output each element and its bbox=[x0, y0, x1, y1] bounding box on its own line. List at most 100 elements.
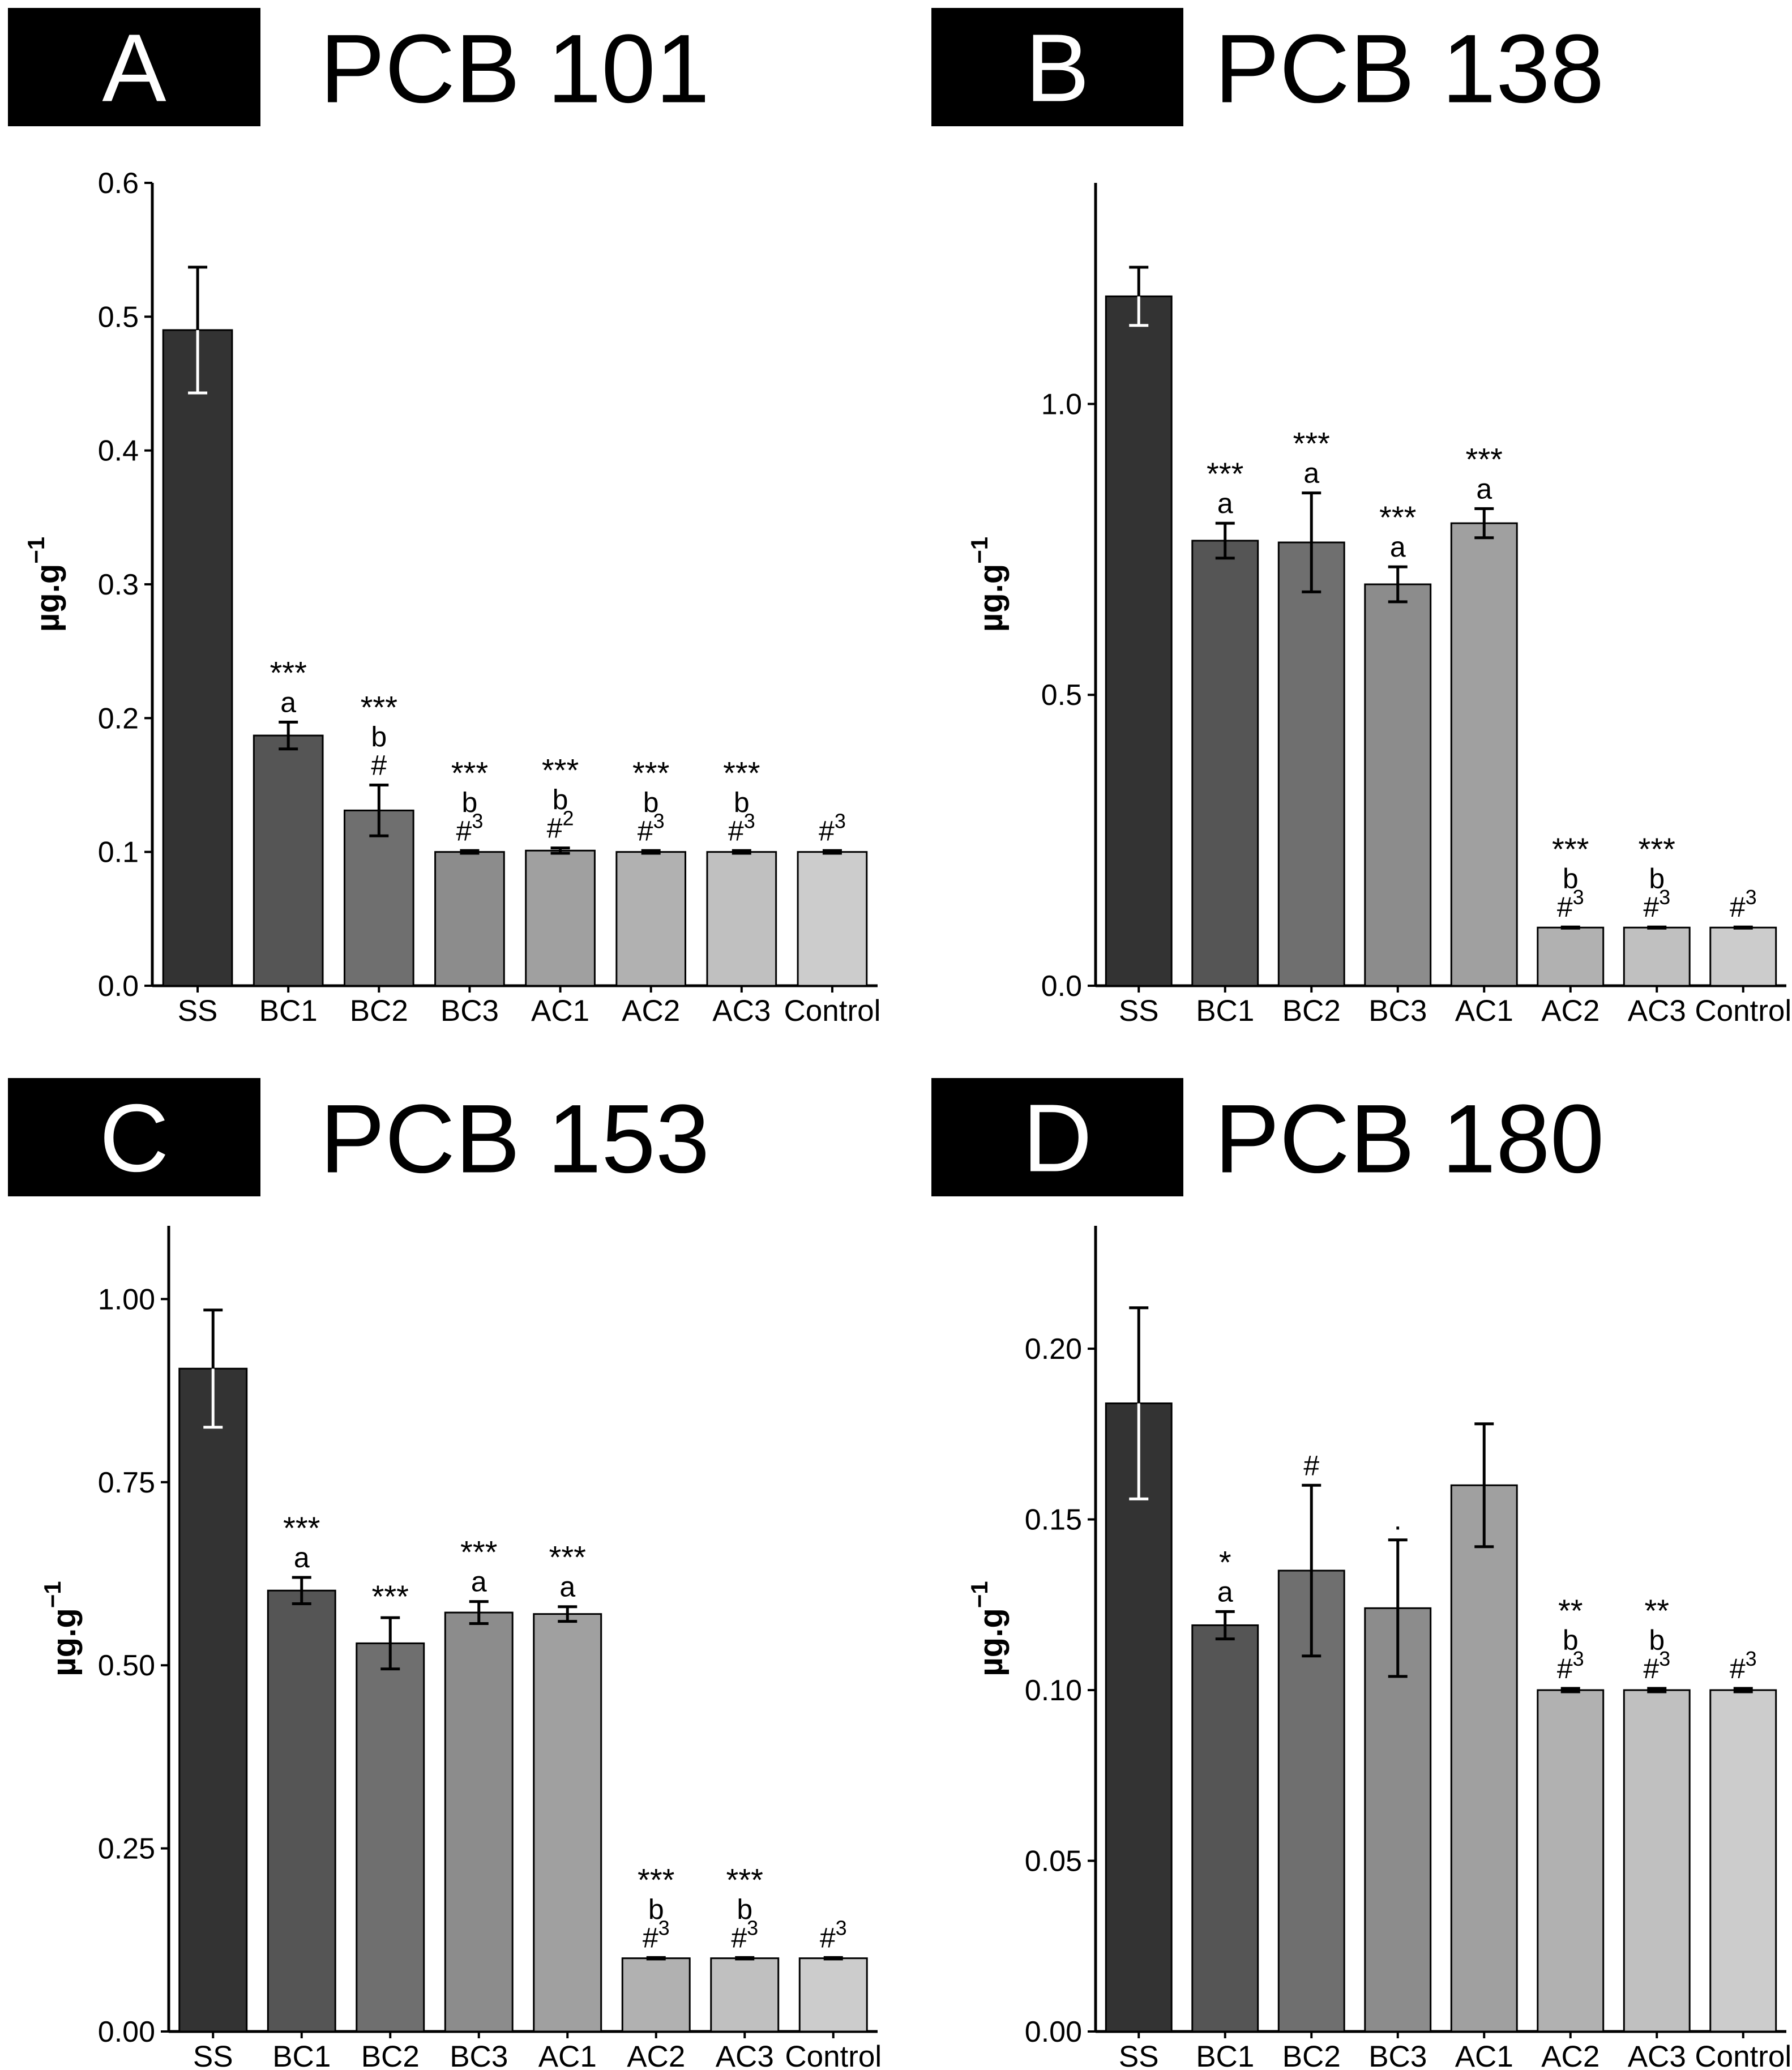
error-bar bbox=[823, 1956, 843, 1961]
x-tick-label: BC1 bbox=[1196, 994, 1254, 1028]
significance-label: a bbox=[1217, 1576, 1233, 1607]
significance-label: *** bbox=[549, 1539, 586, 1575]
significance-label: b bbox=[1563, 1624, 1579, 1656]
x-tick-label: BC1 bbox=[1196, 2040, 1254, 2070]
error-bar bbox=[1560, 1687, 1580, 1693]
y-tick-label: 0.50 bbox=[98, 1649, 155, 1682]
significance-label: a bbox=[559, 1571, 575, 1603]
y-tick-label: 0.5 bbox=[1041, 679, 1082, 712]
x-tick-label: SS bbox=[178, 994, 218, 1028]
error-bar bbox=[558, 1605, 578, 1623]
panel-a: A PCB 1010.00.10.20.30.40.50.6µg.g−1SSa**… bbox=[8, 8, 880, 1028]
x-tick-label: BC2 bbox=[1282, 994, 1341, 1028]
significance-label: b bbox=[643, 786, 659, 818]
significance-label: *** bbox=[372, 1579, 409, 1614]
bar-bc1 bbox=[253, 734, 324, 987]
x-tick-label: BC1 bbox=[259, 994, 318, 1028]
x-tick-label: Control bbox=[785, 2040, 882, 2070]
x-tick-label: AC3 bbox=[712, 994, 771, 1028]
significance-label: #3 bbox=[728, 809, 755, 846]
bar-ac3 bbox=[1623, 1689, 1691, 2033]
significance-label: a bbox=[1217, 487, 1233, 519]
significance-label: *** bbox=[1293, 426, 1330, 461]
error-bar bbox=[641, 849, 661, 855]
x-tick-label: SS bbox=[193, 2040, 233, 2070]
bar-bc2 bbox=[356, 1642, 425, 2033]
significance-label: #3 bbox=[820, 1916, 847, 1953]
significance-label: #3 bbox=[643, 1916, 670, 1953]
bar-bc3 bbox=[1364, 1607, 1432, 2033]
bar-control bbox=[1709, 926, 1777, 987]
significance-label: a bbox=[280, 686, 296, 718]
error-bar bbox=[1647, 925, 1667, 930]
significance-label: b bbox=[734, 786, 750, 818]
error-bar bbox=[203, 1308, 223, 1429]
error-bar bbox=[369, 784, 389, 837]
significance-label: b bbox=[1649, 1624, 1665, 1656]
significance-label: *** bbox=[361, 690, 397, 725]
x-tick-label: Control bbox=[1695, 994, 1791, 1028]
x-tick-label: BC1 bbox=[272, 2040, 331, 2070]
panel-title: PCB 180 bbox=[1214, 1085, 1604, 1194]
y-axis-label: µg.g−1 bbox=[966, 537, 1010, 632]
significance-label: #3 bbox=[1730, 1647, 1757, 1684]
y-tick-label: 0.25 bbox=[98, 1833, 155, 1866]
panels: A PCB 1010.00.10.20.30.40.50.6µg.g−1SSa**… bbox=[8, 8, 1791, 2070]
error-bar bbox=[1302, 491, 1321, 593]
significance-label: b bbox=[648, 1893, 664, 1925]
bar-control bbox=[1709, 1689, 1777, 2033]
panel-letter: C bbox=[100, 1085, 169, 1192]
significance-label: ** bbox=[1644, 1593, 1669, 1628]
significance-label: *** bbox=[460, 1534, 497, 1570]
significance-label: # bbox=[1303, 1449, 1319, 1481]
significance-label: b bbox=[1649, 863, 1665, 895]
error-bar bbox=[1647, 1687, 1667, 1693]
bar-bc1 bbox=[1191, 1624, 1259, 2033]
x-tick-label: BC3 bbox=[450, 2040, 508, 2070]
significance-label: #3 bbox=[1643, 1647, 1670, 1684]
significance-label: *** bbox=[726, 1862, 763, 1897]
bar-bc3 bbox=[434, 851, 505, 987]
y-tick-label: 0.00 bbox=[1025, 2016, 1082, 2048]
panel-title: PCB 153 bbox=[320, 1085, 709, 1194]
error-bar bbox=[1302, 1483, 1321, 1658]
x-tick-label: BC2 bbox=[350, 994, 408, 1028]
significance-label: #3 bbox=[819, 809, 846, 846]
error-bar bbox=[1215, 1610, 1235, 1641]
error-bar bbox=[822, 849, 842, 855]
significance-label: b bbox=[553, 784, 568, 816]
significance-label: #3 bbox=[1557, 886, 1584, 923]
significance-label: . bbox=[1394, 1504, 1402, 1536]
error-bar bbox=[1129, 266, 1149, 327]
error-bar bbox=[735, 1956, 755, 1961]
significance-label: a bbox=[1390, 531, 1406, 563]
y-tick-label: 1.00 bbox=[98, 1283, 155, 1316]
panel-c: C PCB 1530.000.250.500.751.00µg.g−1SSa***… bbox=[8, 1078, 882, 2070]
bar-bc2 bbox=[343, 809, 414, 987]
bar-bc3 bbox=[1364, 583, 1432, 987]
x-tick-label: BC2 bbox=[1282, 2040, 1341, 2070]
panel-badge bbox=[931, 8, 1183, 126]
bar-ac3 bbox=[710, 1957, 780, 2033]
error-bar bbox=[380, 1616, 400, 1671]
error-bar bbox=[279, 720, 298, 751]
bar-ac1 bbox=[525, 849, 596, 987]
x-tick-label: AC1 bbox=[1455, 994, 1513, 1028]
x-tick-label: Control bbox=[784, 994, 881, 1028]
error-bar bbox=[1388, 1538, 1408, 1678]
error-bar bbox=[1388, 565, 1408, 604]
significance-label: ** bbox=[1558, 1593, 1583, 1628]
significance-label: *** bbox=[638, 1862, 674, 1897]
error-bar bbox=[1474, 1422, 1494, 1549]
significance-label: *** bbox=[283, 1510, 320, 1546]
bar-ac2 bbox=[615, 851, 687, 987]
panel-letter: B bbox=[1025, 15, 1089, 122]
error-bar bbox=[646, 1956, 666, 1961]
x-tick-label: AC1 bbox=[538, 2040, 597, 2070]
significance-label: b bbox=[737, 1893, 752, 1925]
panel-letter: A bbox=[102, 15, 166, 122]
y-tick-label: 0.75 bbox=[98, 1466, 155, 1499]
bar-ac2 bbox=[1537, 926, 1605, 987]
panel-title: PCB 138 bbox=[1214, 15, 1604, 123]
